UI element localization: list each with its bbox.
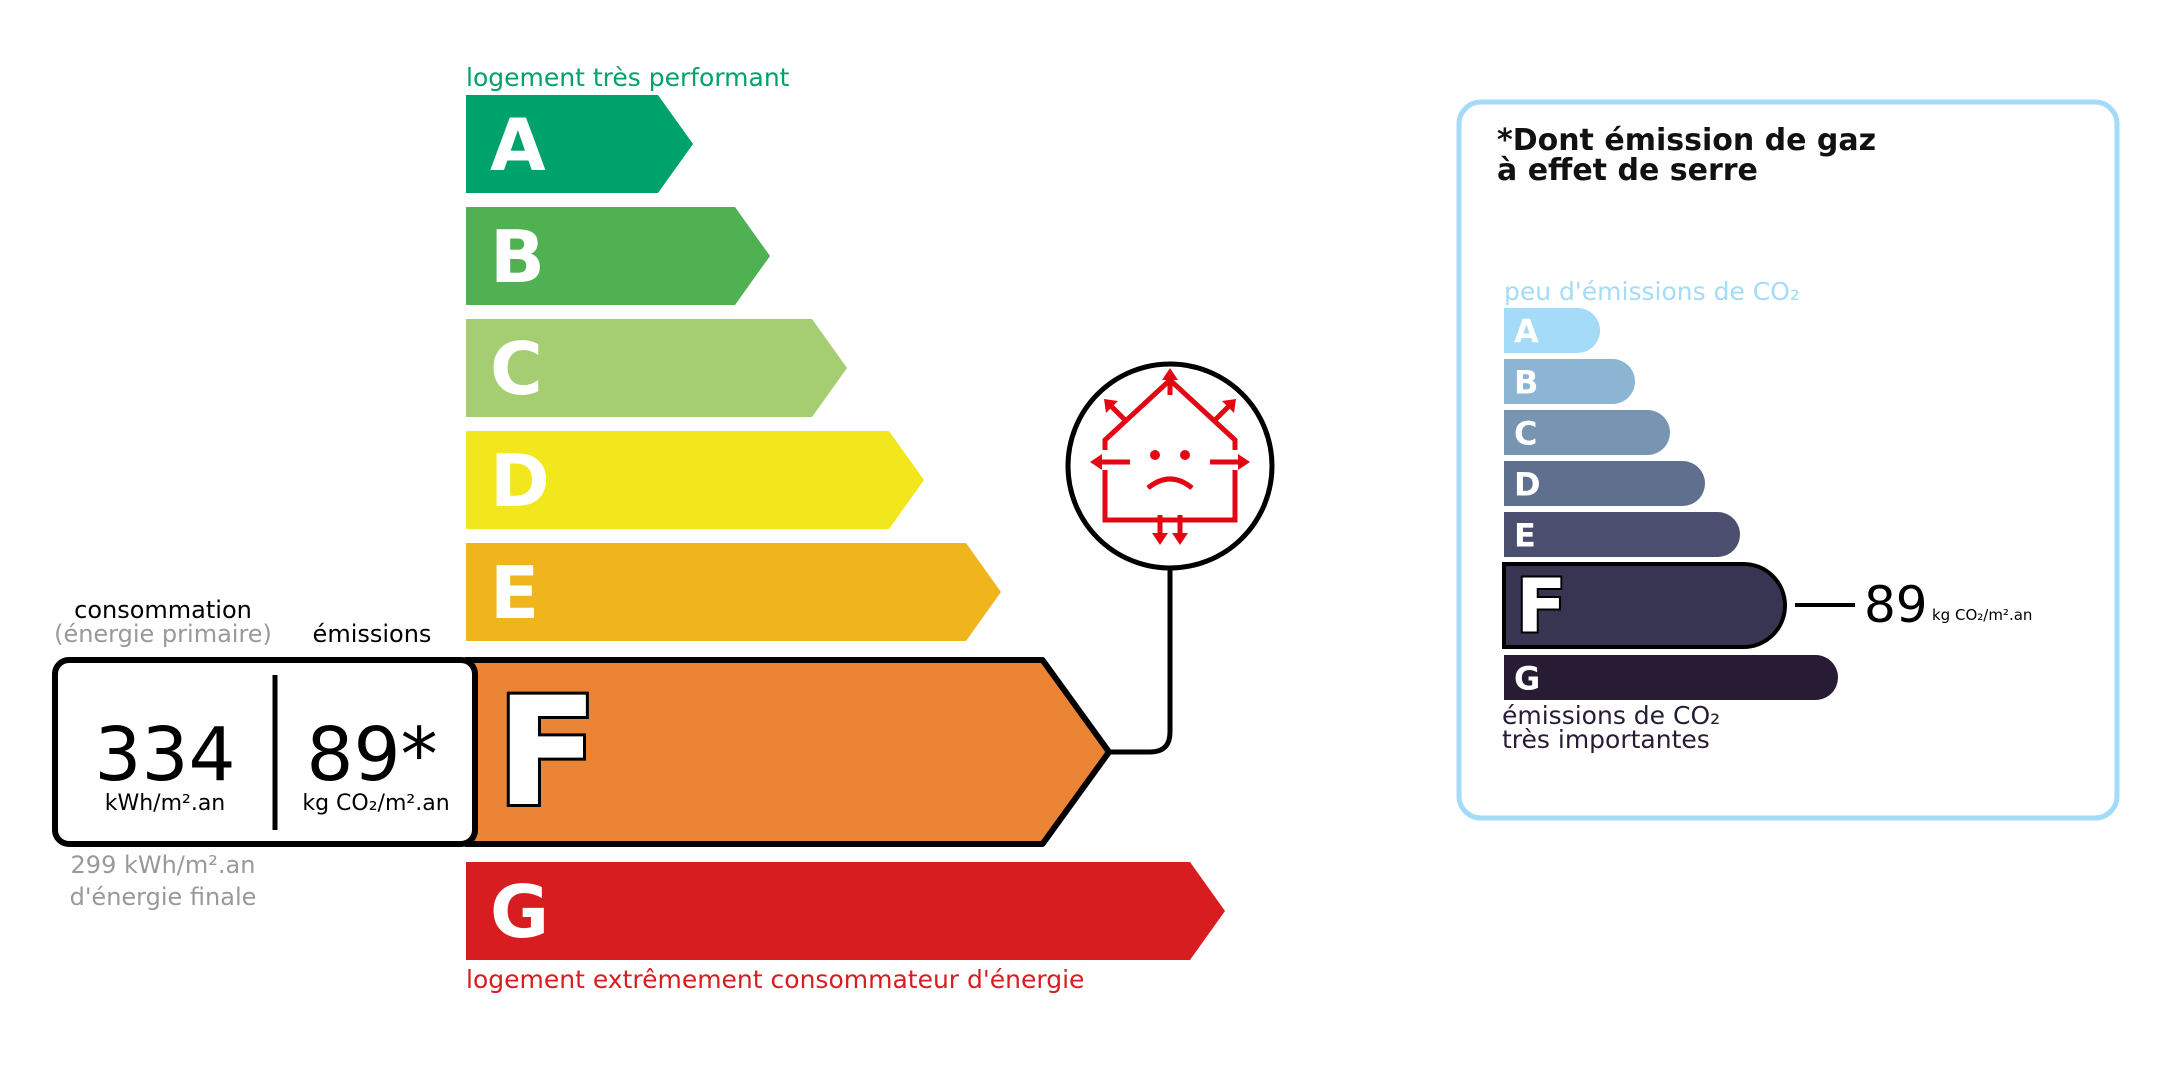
ghg-title-line2: à effet de serre <box>1497 153 1758 188</box>
energy-class-b: B <box>466 207 770 305</box>
ghg-letter: C <box>1514 415 1537 453</box>
energy-class-a: A <box>466 95 693 193</box>
consumption-unit: kWh/m².an <box>105 791 226 816</box>
energy-letter: F <box>496 666 598 840</box>
ghg-bar <box>1502 562 1787 649</box>
energy-letter: E <box>490 551 539 635</box>
ghg-letter: F <box>1516 564 1567 650</box>
energy-class-c: C <box>466 319 847 417</box>
ghg-bar <box>1504 655 1838 700</box>
consumption-header: consommation <box>74 596 252 624</box>
ghg-class-a: A <box>1504 308 1601 353</box>
ghg-class-e: E <box>1504 512 1740 557</box>
energy-class-g: G <box>466 862 1225 960</box>
value-box <box>52 657 478 847</box>
energy-top-label: logement très performant <box>466 63 790 92</box>
icon-connector <box>1109 568 1173 755</box>
ghg-letter: E <box>1514 517 1536 555</box>
ghg-bar <box>1504 410 1670 455</box>
energy-bar <box>466 543 1001 641</box>
ghg-bar <box>1504 359 1636 404</box>
energy-bar <box>466 862 1225 960</box>
ghg-class-c: C <box>1504 410 1670 455</box>
energy-class-e: E <box>466 543 1001 641</box>
energy-letter: D <box>490 439 550 523</box>
energy-bar <box>466 95 693 193</box>
energy-class-d: D <box>466 431 924 529</box>
ghg-title-line1: *Dont émission de gaz <box>1497 123 1876 158</box>
energy-bottom-label: logement extrêmement consommateur d'éner… <box>466 965 1084 994</box>
emissions-header: émissions <box>313 620 432 648</box>
ghg-unit: kg CO₂/m².an <box>1932 606 2032 624</box>
ghg-bar <box>1504 461 1705 506</box>
ghg-top-label: peu d'émissions de CO₂ <box>1504 277 1800 306</box>
energy-letter: G <box>490 870 549 954</box>
ghg-letter: G <box>1514 660 1540 698</box>
ghg-class-b: B <box>1504 359 1636 404</box>
energy-bar <box>466 431 924 529</box>
final-energy-line1: 299 kWh/m².an <box>71 851 256 879</box>
ghg-class-g: G <box>1504 655 1838 700</box>
ghg-class-f: F <box>1502 562 1787 652</box>
energy-letter: A <box>490 103 546 187</box>
final-energy-line2: d'énergie finale <box>70 883 257 911</box>
ghg-letter: A <box>1514 313 1539 351</box>
ghg-bar <box>1504 308 1601 353</box>
emissions-unit: kg CO₂/m².an <box>302 791 449 816</box>
emissions-value: 89* <box>306 712 437 798</box>
consumption-value: 334 <box>94 712 235 798</box>
ghg-bar <box>1504 512 1740 557</box>
ghg-bottom-label-line2: très importantes <box>1502 725 1710 754</box>
house-poor-insulation-icon <box>1065 361 1275 571</box>
ghg-bottom-label-line1: émissions de CO₂ <box>1502 701 1720 730</box>
energy-class-f: F <box>463 657 1112 847</box>
energy-letter: B <box>490 215 545 299</box>
ghg-class-d: D <box>1504 461 1705 506</box>
ghg-letter: D <box>1514 466 1541 504</box>
ghg-letter: B <box>1514 364 1538 402</box>
energy-bar <box>466 207 770 305</box>
consumption-subheader: (énergie primaire) <box>54 620 272 648</box>
energy-bar <box>466 319 847 417</box>
ghg-value: 89 <box>1864 576 1928 634</box>
energy-letter: C <box>490 327 543 411</box>
